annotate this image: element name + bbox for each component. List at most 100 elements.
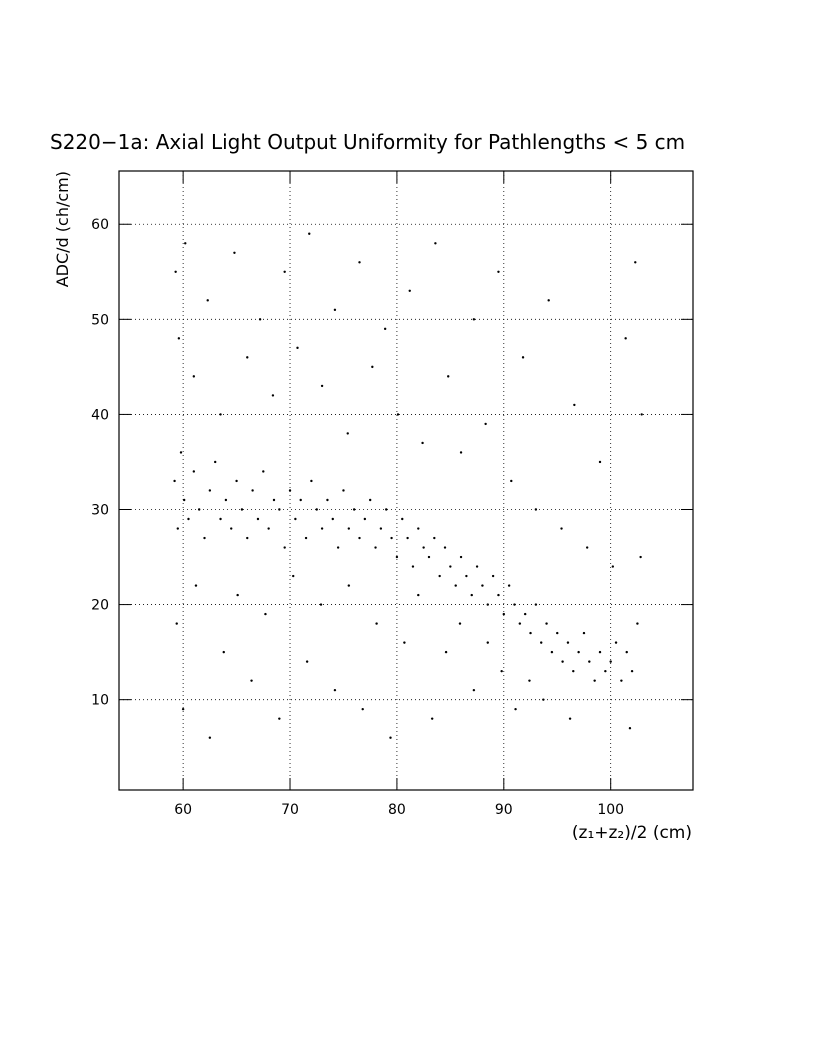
point — [458, 622, 462, 625]
point — [219, 517, 222, 521]
point — [434, 242, 437, 245]
point — [315, 508, 318, 511]
point — [433, 536, 436, 540]
point — [550, 650, 554, 654]
point — [598, 460, 602, 464]
point — [634, 261, 637, 264]
point — [383, 327, 387, 331]
grid — [119, 171, 693, 790]
point — [475, 565, 479, 568]
point — [385, 508, 388, 511]
point — [203, 536, 206, 540]
point — [304, 536, 308, 540]
point — [534, 603, 538, 606]
point — [507, 584, 511, 587]
point — [417, 593, 420, 597]
point — [347, 584, 351, 587]
point — [294, 517, 297, 521]
point — [262, 470, 265, 473]
point — [406, 536, 409, 540]
point — [197, 508, 201, 511]
point — [502, 612, 506, 616]
point — [497, 270, 500, 273]
point — [206, 299, 209, 302]
point — [214, 460, 217, 464]
point — [246, 536, 249, 540]
point — [258, 318, 262, 321]
point — [639, 555, 642, 559]
point — [556, 631, 559, 635]
point — [598, 650, 602, 654]
point — [181, 707, 185, 711]
point — [636, 622, 639, 625]
point — [401, 517, 404, 521]
point — [174, 270, 177, 273]
point — [459, 451, 463, 454]
point — [310, 479, 313, 483]
point — [192, 375, 196, 378]
point — [542, 698, 545, 701]
point — [560, 527, 563, 530]
point — [179, 451, 183, 454]
point — [514, 707, 517, 711]
point — [566, 641, 570, 644]
point — [336, 546, 340, 549]
point — [177, 337, 181, 340]
point — [283, 546, 286, 549]
point — [582, 631, 586, 635]
point — [417, 527, 420, 530]
point — [611, 565, 615, 568]
point — [620, 679, 623, 682]
point — [183, 498, 186, 502]
point — [510, 479, 513, 483]
point — [320, 384, 324, 388]
point — [422, 546, 425, 549]
point — [484, 422, 487, 426]
point — [465, 574, 468, 578]
point — [368, 498, 372, 502]
point — [540, 641, 543, 644]
point — [573, 403, 576, 407]
point — [267, 527, 270, 530]
point — [588, 660, 591, 663]
point — [470, 593, 473, 597]
point — [396, 413, 400, 416]
point — [534, 508, 538, 511]
point — [175, 622, 178, 625]
point — [472, 318, 476, 321]
point — [187, 517, 190, 521]
point — [449, 565, 452, 568]
point — [529, 631, 532, 635]
point — [411, 565, 415, 568]
x-tick-label: 100 — [597, 802, 624, 818]
point — [545, 622, 548, 625]
x-tick-label: 70 — [281, 802, 299, 818]
point — [320, 527, 324, 530]
point — [572, 669, 575, 673]
point — [628, 726, 632, 730]
point — [561, 660, 564, 663]
point — [224, 498, 228, 502]
point — [459, 555, 463, 559]
point — [625, 650, 628, 654]
y-tick-label: 50 — [91, 312, 109, 328]
point — [208, 489, 212, 492]
point — [454, 584, 457, 587]
point — [333, 308, 337, 312]
point — [486, 603, 489, 606]
y-tick-label: 10 — [91, 693, 109, 709]
point — [346, 432, 349, 435]
point — [528, 679, 531, 682]
point — [444, 650, 448, 654]
point — [609, 660, 612, 663]
point — [523, 612, 527, 616]
point — [278, 717, 281, 720]
point — [272, 498, 276, 502]
point — [296, 346, 299, 350]
point — [347, 527, 351, 530]
point — [251, 489, 254, 492]
point — [283, 270, 286, 273]
point — [363, 517, 367, 521]
plot-frame — [118, 170, 694, 791]
